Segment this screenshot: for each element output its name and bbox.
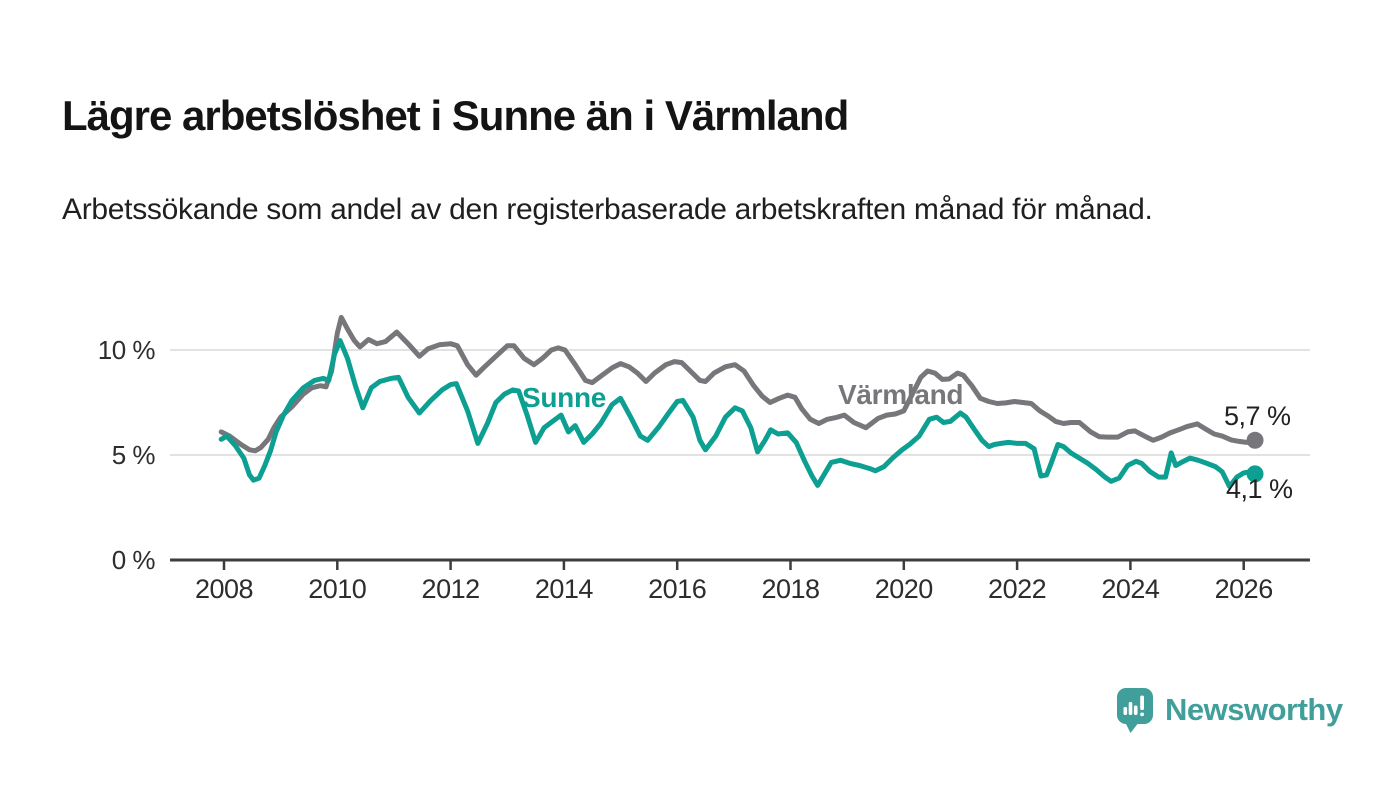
end-value-label-varmland: 5,7 % [1224,401,1291,431]
series-line-värmland [218,314,1258,454]
series-label-sunne: Sunne [522,382,607,413]
x-tick-label: 2018 [761,574,820,604]
end-value-label-sunne: 4,1 % [1226,474,1293,504]
brand-name: Newsworthy [1165,692,1343,727]
y-tick-label: 0 % [111,545,156,575]
x-tick-label: 2022 [988,574,1047,604]
x-tick-label: 2008 [194,574,254,604]
end-dot-värmland [1246,431,1264,449]
y-tick-label: 5 % [111,440,156,470]
x-tick-label: 2016 [648,574,707,604]
x-tick-label: 2010 [308,574,367,604]
page-title: Lägre arbetslöshet i Sunne än i Värmland [62,92,849,140]
series-label-varmland: Värmland [838,379,964,410]
series-line-sunne [218,338,1258,489]
x-tick-label: 2026 [1214,574,1274,604]
newsworthy-chart-bubble-icon [1117,688,1153,733]
page-subtitle: Arbetssökande som andel av den registerb… [62,193,1153,226]
x-tick-label: 2012 [421,574,481,604]
end-dot-sunne [1246,465,1264,483]
x-tick-label: 2014 [534,574,594,604]
y-tick-label: 10 % [97,335,156,365]
newsworthy-logo: Newsworthy [1115,686,1343,734]
x-tick-label: 2024 [1101,574,1160,604]
x-tick-label: 2020 [874,574,934,604]
